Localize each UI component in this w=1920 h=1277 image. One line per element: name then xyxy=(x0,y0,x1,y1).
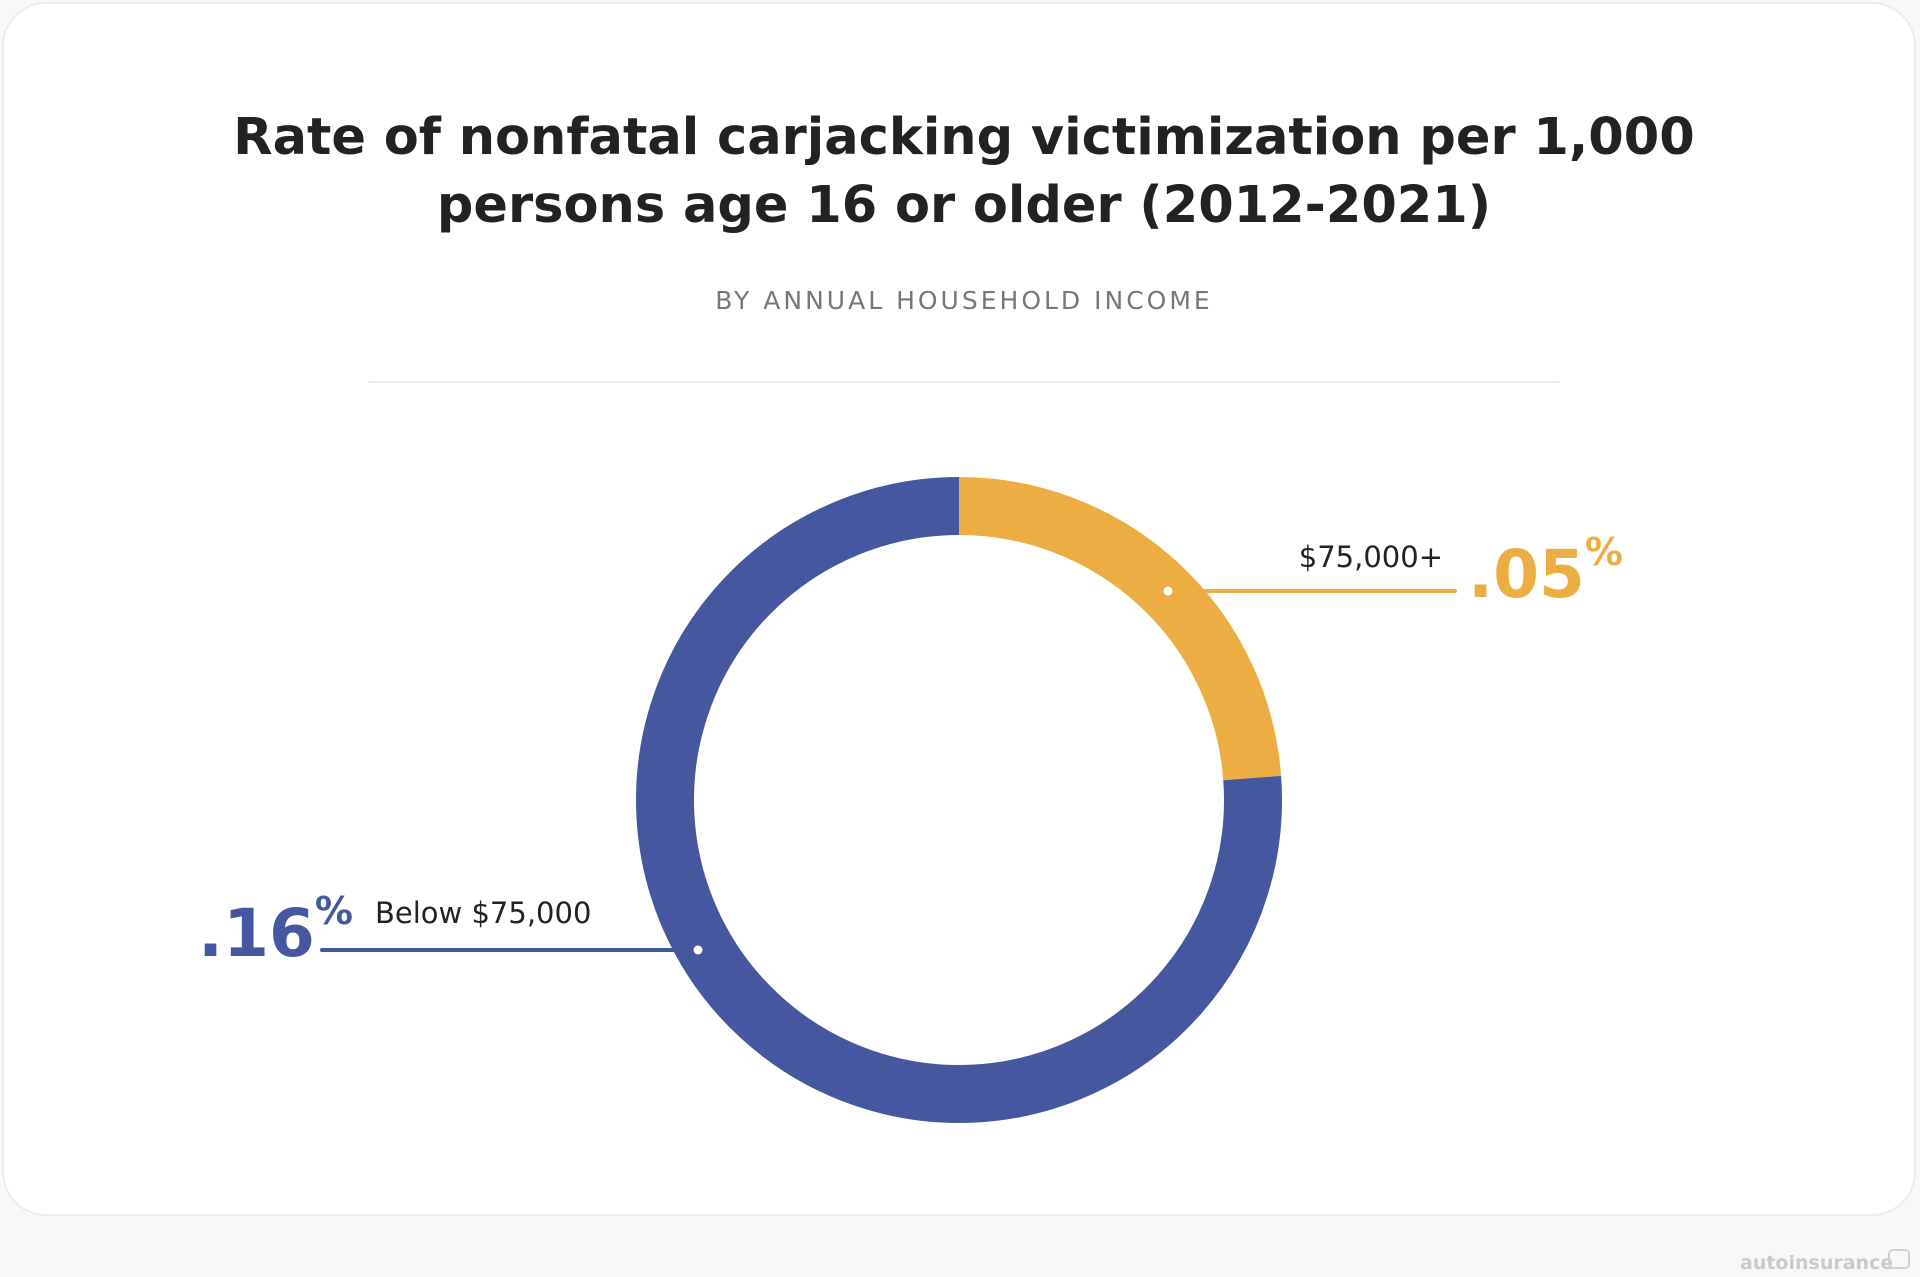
leader-dot-high-income xyxy=(1160,583,1176,599)
value-label-high-income: .05% xyxy=(1468,530,1623,613)
slice-low-income xyxy=(636,477,1282,1123)
category-label-high-income: $75,000+ xyxy=(1299,540,1443,574)
chart-title-line-2: persons age 16 or older (2012-2021) xyxy=(436,176,1492,235)
chart-title-line-1: Rate of nonfatal carjacking victimizatio… xyxy=(233,108,1695,167)
car-icon xyxy=(1888,1249,1910,1269)
chart-subtitle: BY ANNUAL HOUSEHOLD INCOME xyxy=(715,286,1213,315)
slice-high-income xyxy=(958,477,1282,781)
leader-dot-low-income xyxy=(690,942,706,958)
value-label-low-income: .16% xyxy=(198,889,353,972)
title-divider xyxy=(369,381,1559,383)
watermark-text: autoinsurance xyxy=(1740,1252,1894,1274)
chart-card: Rate of nonfatal carjacking victimizatio… xyxy=(2,2,1916,1216)
chart-title: Rate of nonfatal carjacking victimizatio… xyxy=(164,104,1764,240)
donut-slices xyxy=(636,477,1282,1123)
category-label-low-income: Below $75,000 xyxy=(375,896,591,930)
